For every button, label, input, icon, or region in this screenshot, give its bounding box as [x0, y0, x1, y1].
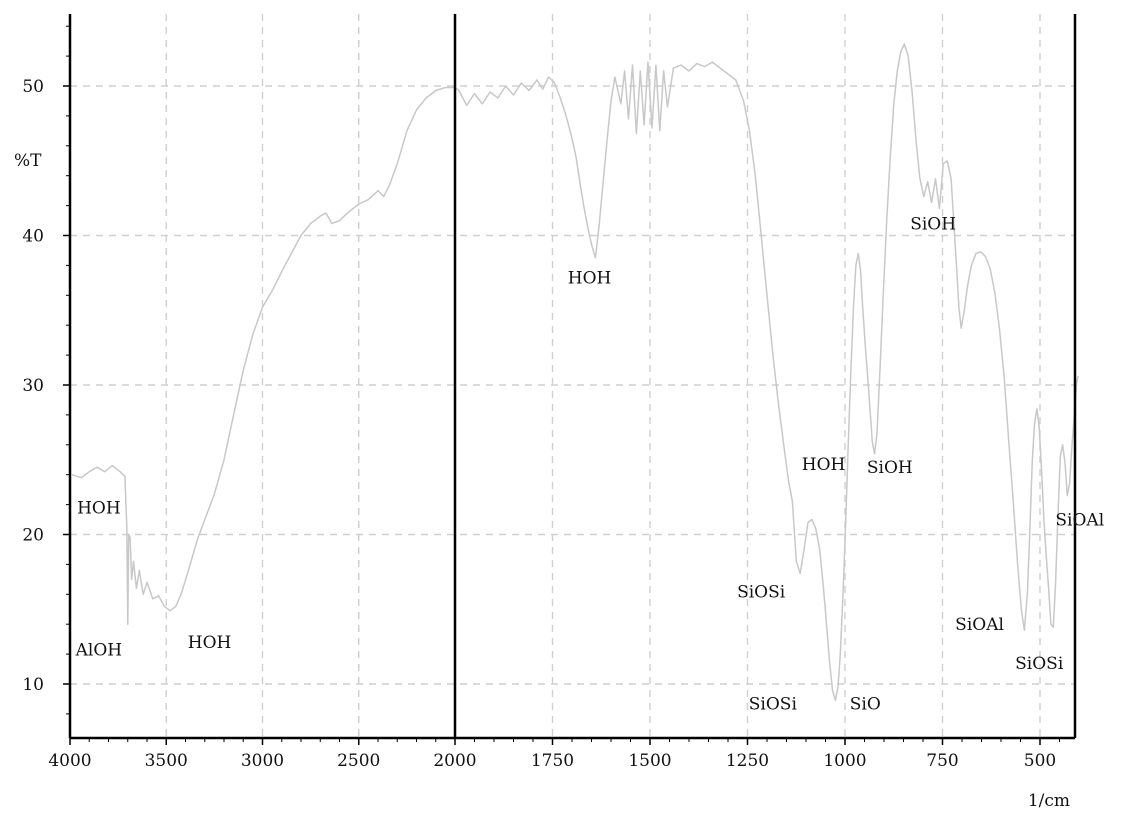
y-axis-label: %T	[14, 151, 42, 171]
y-tick-label: 30	[22, 376, 44, 396]
peak-annotation: HOH	[802, 455, 846, 475]
x-tick-label: 2500	[337, 751, 380, 771]
peak-annotation: SiO	[850, 694, 881, 714]
x-tick-label: 2000	[433, 751, 476, 771]
peak-annotation: SiOSi	[737, 582, 786, 602]
peak-annotation: HOH	[568, 268, 612, 288]
y-axis-ticks: 10 20 30 40 50	[22, 25, 70, 715]
x-tick-label: 500	[1024, 751, 1056, 771]
x-tick-label: 3000	[241, 751, 284, 771]
x-tick-label: 3500	[145, 751, 188, 771]
peak-annotation: SiOSi	[749, 694, 798, 714]
peak-annotation: HOH	[188, 633, 232, 653]
x-axis-label: 1/cm	[1028, 791, 1070, 811]
x-tick-label: 750	[926, 751, 958, 771]
peak-annotation: SiOAl	[955, 615, 1004, 635]
x-tick-label: 4000	[48, 751, 91, 771]
x-axis-ticks: 4000 3500 3000 2500 2000 1750 1500 1250 1000 750 5…	[48, 738, 1060, 771]
y-tick-label: 10	[22, 675, 44, 695]
peak-annotation: AlOH	[75, 641, 122, 661]
peak-annotation: SiOSi	[1015, 654, 1064, 674]
y-tick-label: 40	[22, 227, 44, 247]
x-tick-label: 1000	[823, 751, 866, 771]
y-tick-label: 50	[22, 77, 44, 97]
axes	[68, 14, 1077, 740]
x-tick-label: 1250	[726, 751, 769, 771]
peak-annotation: SiOH	[910, 215, 956, 235]
peak-annotation: SiOH	[867, 458, 913, 478]
x-tick-label: 1750	[531, 751, 574, 771]
y-tick-label: 20	[22, 526, 44, 546]
peak-annotation: HOH	[77, 499, 121, 519]
grid-lines	[70, 14, 1075, 738]
peak-annotation: SiOAl	[1055, 511, 1104, 531]
x-tick-label: 1500	[628, 751, 671, 771]
series-layer	[71, 43, 1079, 702]
spectrum-series-line	[71, 43, 1079, 702]
peak-annotations: HOH AlOH HOH HOH SiOSi SiOSi HOH SiO SiOH SiOH SiO…	[75, 215, 1105, 715]
